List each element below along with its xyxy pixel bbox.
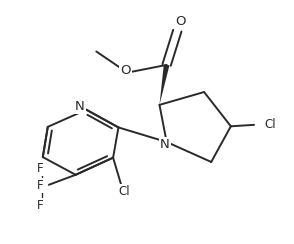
Text: N: N — [75, 100, 85, 113]
Text: Cl: Cl — [264, 118, 276, 131]
Text: F: F — [37, 199, 43, 212]
Text: O: O — [175, 15, 186, 28]
Text: O: O — [120, 64, 131, 77]
Text: F: F — [37, 179, 43, 192]
Text: Cl: Cl — [118, 185, 130, 198]
Polygon shape — [159, 65, 169, 105]
Text: N: N — [160, 138, 170, 151]
Text: F: F — [37, 162, 43, 175]
